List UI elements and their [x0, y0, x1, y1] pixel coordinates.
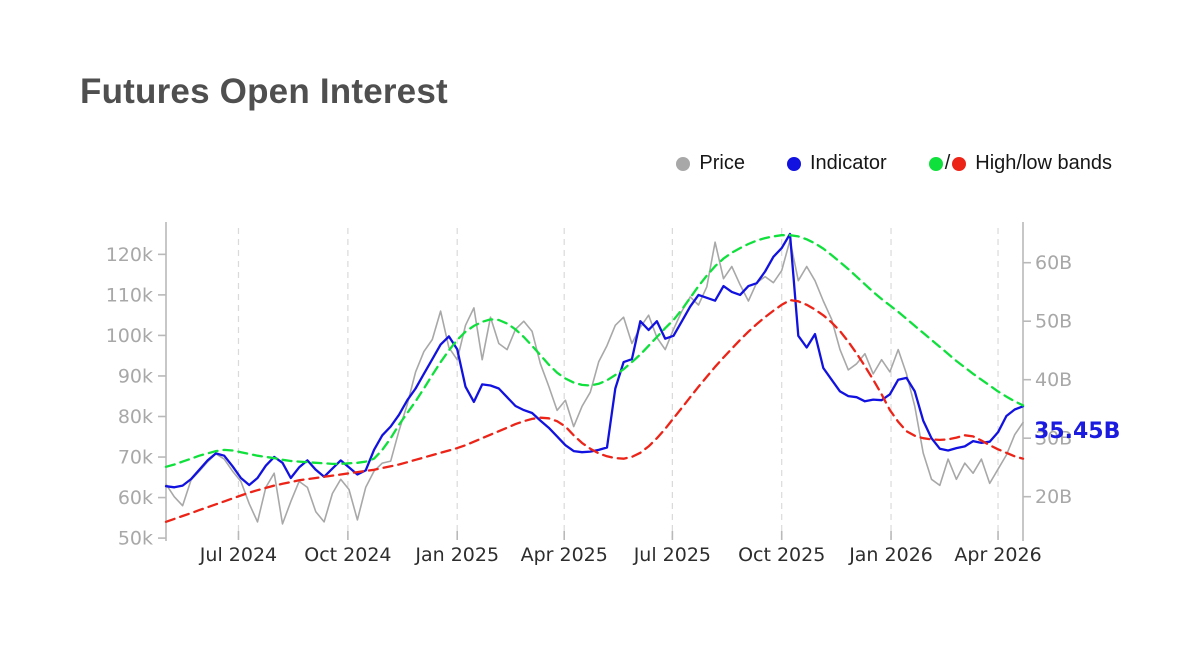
left-axis-tick-label: 100k — [106, 325, 153, 347]
x-axis-tick-label: Jul 2024 — [199, 544, 277, 566]
right-axis-tick-label: 50B — [1035, 311, 1072, 333]
x-axis-tick-label: Jul 2025 — [633, 544, 711, 566]
low-band-dot-icon — [952, 156, 967, 171]
high-band-line — [164, 234, 1025, 468]
left-axis-tick-label: 90k — [118, 365, 153, 387]
x-axis-tick-label: Apr 2026 — [954, 544, 1041, 566]
left-axis-tick-label: 50k — [118, 528, 153, 550]
price-dot-icon — [676, 156, 691, 171]
legend-bands-label: High/low bands — [975, 152, 1112, 174]
left-axis-tick-label: 80k — [118, 406, 153, 428]
right-axis-tick-label: 40B — [1035, 369, 1072, 391]
legend-indicator-label: Indicator — [809, 152, 887, 174]
x-axis-tick-label: Jan 2025 — [414, 544, 499, 566]
right-axis-tick-label: 20B — [1035, 486, 1072, 508]
right-axis-tick-label: 60B — [1035, 252, 1072, 274]
high-band-dot-icon — [928, 156, 943, 171]
x-axis-tick-label: Oct 2024 — [304, 544, 391, 566]
legend-item-price[interactable]: Price — [676, 152, 745, 175]
x-axis-tick-label: Jan 2026 — [848, 544, 933, 566]
left-axis-tick-label: 120k — [106, 244, 153, 266]
low-band-line — [164, 298, 1025, 523]
left-axis-tick-label: 110k — [106, 284, 153, 306]
legend-item-bands[interactable]: / High/low bands — [928, 152, 1112, 175]
indicator-dot-icon — [786, 156, 801, 171]
left-axis-tick-label: 60k — [118, 487, 153, 509]
left-axis-tick-label: 70k — [118, 447, 153, 469]
legend: Price Indicator / High/low bands — [676, 152, 1112, 175]
legend-price-label: Price — [699, 152, 745, 174]
x-axis-tick-label: Oct 2025 — [738, 544, 825, 566]
band-separator: / — [944, 152, 951, 174]
x-axis-tick-label: Apr 2025 — [521, 544, 608, 566]
price-line — [165, 239, 1024, 525]
right-axis-tick-label: 30B — [1035, 428, 1072, 450]
tick-labels: 50k 60k 70k 80k 90k 100k 110k 120k 20B 30B 40B 50B 6… — [106, 244, 1073, 566]
last-value-badge: 35.45B — [1034, 419, 1121, 444]
band-dots: / — [928, 152, 967, 175]
legend-item-indicator[interactable]: Indicator — [786, 152, 887, 175]
axes — [158, 222, 1031, 541]
gridlines — [237, 228, 999, 538]
page-title: Futures Open Interest — [80, 72, 448, 111]
